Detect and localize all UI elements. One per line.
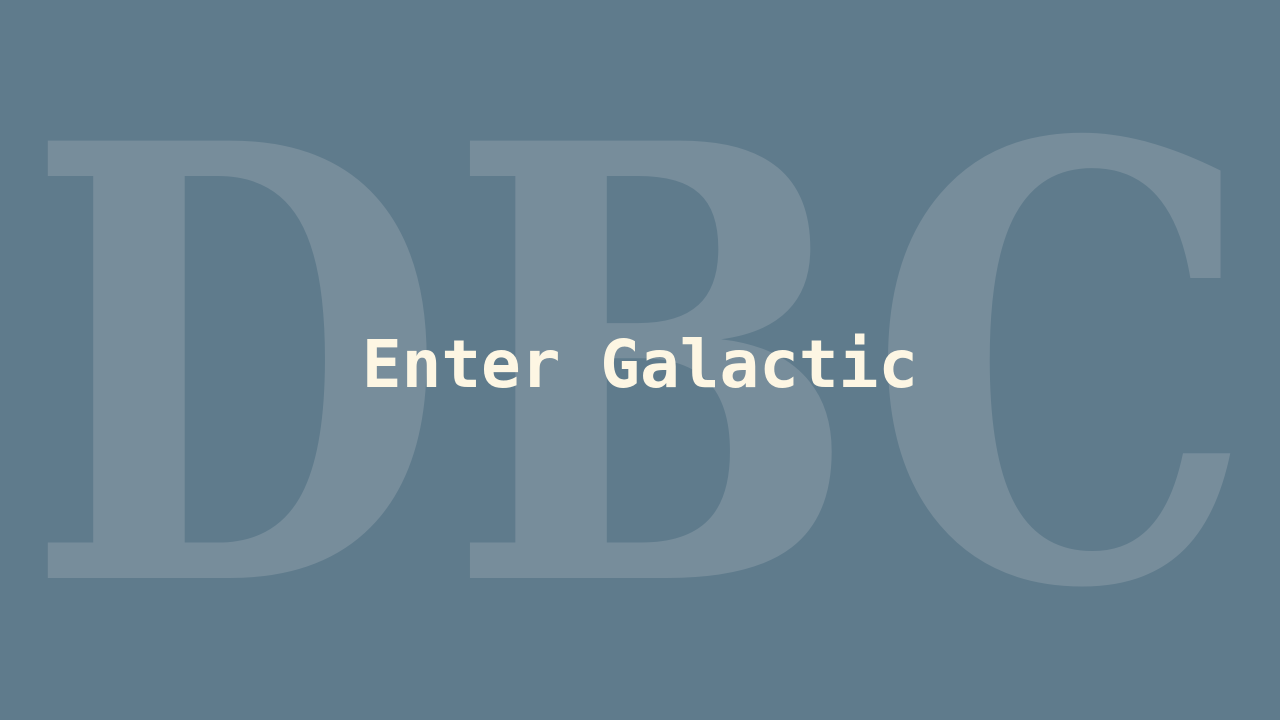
background-lettering-text: DBC <box>25 15 1255 720</box>
page-title: Enter Galactic <box>361 326 919 403</box>
